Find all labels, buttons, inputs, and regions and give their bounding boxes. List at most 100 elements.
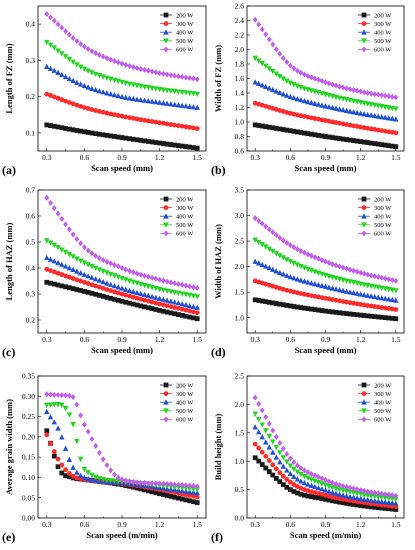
legend-marker <box>163 196 169 202</box>
data-point <box>252 16 258 23</box>
data-point <box>316 307 321 313</box>
data-point <box>361 503 367 509</box>
data-point <box>108 111 114 117</box>
data-point <box>252 441 258 447</box>
data-point <box>44 10 50 17</box>
data-point <box>340 107 346 113</box>
series-500w <box>44 39 200 97</box>
series-500w <box>252 55 399 112</box>
data-point <box>70 127 76 133</box>
data-point <box>153 275 159 282</box>
legend-marker <box>163 408 169 414</box>
data-point <box>134 289 140 296</box>
data-point <box>259 82 265 88</box>
data-point <box>123 61 129 68</box>
data-point <box>78 278 84 284</box>
data-point <box>194 487 200 493</box>
data-point <box>287 479 293 485</box>
data-point <box>263 428 269 434</box>
data-point <box>85 106 91 111</box>
data-point <box>187 283 193 290</box>
data-point <box>85 130 91 135</box>
data-point <box>256 458 262 464</box>
data-point <box>183 103 189 109</box>
series-400w <box>252 79 399 122</box>
data-point <box>194 91 200 97</box>
data-point <box>100 278 106 285</box>
x-tick-label: 0.9 <box>117 520 127 529</box>
legend-marker <box>163 46 169 53</box>
data-point <box>333 105 339 111</box>
legend-label: 500 W <box>176 38 194 45</box>
data-point <box>59 51 65 57</box>
data-point <box>191 75 196 82</box>
data-point <box>157 491 163 497</box>
data-point <box>81 244 87 251</box>
data-point <box>333 499 339 504</box>
data-point <box>319 308 325 313</box>
data-point <box>77 81 84 87</box>
x-tick-label: 0.6 <box>80 153 90 162</box>
data-point <box>351 502 357 507</box>
panel-label: (b) <box>211 163 226 177</box>
data-point <box>354 138 360 144</box>
data-point <box>160 100 167 106</box>
data-point <box>78 103 84 109</box>
data-point <box>330 135 335 140</box>
data-point <box>160 120 166 126</box>
data-point <box>190 104 197 110</box>
data-point <box>316 495 321 501</box>
data-point <box>361 313 367 318</box>
data-point <box>259 220 265 227</box>
data-point <box>74 475 80 481</box>
data-point <box>153 69 159 76</box>
data-point <box>44 266 50 272</box>
data-point <box>149 480 155 487</box>
data-point <box>329 489 336 495</box>
data-point <box>63 126 68 131</box>
data-point <box>74 79 80 85</box>
series-600w <box>252 16 399 101</box>
data-point <box>145 488 151 494</box>
data-point <box>252 237 258 243</box>
data-point <box>326 103 332 110</box>
data-point <box>175 300 182 306</box>
data-point <box>175 485 182 491</box>
data-point <box>44 391 50 398</box>
data-point <box>287 303 293 309</box>
data-point <box>81 260 88 266</box>
data-point <box>89 130 95 136</box>
data-point <box>259 462 265 467</box>
data-point <box>44 63 50 69</box>
data-point <box>74 102 80 108</box>
data-point <box>294 469 301 475</box>
legend-marker <box>163 38 169 44</box>
data-point <box>305 481 311 487</box>
data-point <box>108 478 114 484</box>
data-point <box>263 63 269 69</box>
data-point <box>294 490 300 496</box>
data-point <box>287 242 293 249</box>
data-point <box>145 85 152 91</box>
data-point <box>273 301 279 306</box>
x-tick-label: 0.9 <box>321 153 331 162</box>
data-point <box>284 459 290 465</box>
data-point <box>252 79 258 85</box>
data-point <box>291 94 297 101</box>
data-point <box>386 499 392 505</box>
data-point <box>130 479 136 486</box>
data-point <box>108 133 114 139</box>
data-point <box>326 80 332 87</box>
y-tick-label: 0.5 <box>26 238 36 247</box>
y-tick-label: 0.20 <box>22 432 35 441</box>
data-point <box>172 142 178 148</box>
data-point <box>70 464 76 470</box>
data-point <box>361 291 367 298</box>
data-point <box>347 484 353 491</box>
data-point <box>357 495 364 502</box>
data-point <box>298 465 304 472</box>
data-point <box>179 89 185 96</box>
legend-label: 400 W <box>176 400 194 407</box>
data-point <box>89 472 95 479</box>
data-point <box>365 271 371 278</box>
